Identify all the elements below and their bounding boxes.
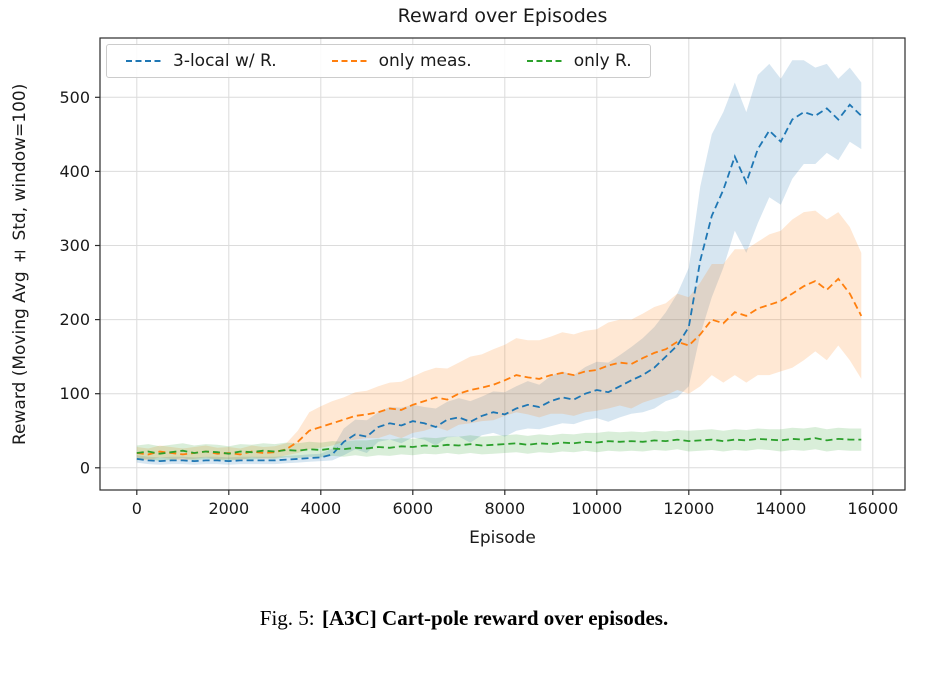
legend-label: 3-local w/ R. — [173, 51, 277, 71]
legend-entry: only R. — [526, 51, 632, 71]
svg-text:8000: 8000 — [484, 499, 525, 518]
svg-text:200: 200 — [59, 310, 90, 329]
svg-text:14000: 14000 — [755, 499, 806, 518]
legend-line-sample — [331, 60, 368, 62]
svg-text:12000: 12000 — [663, 499, 714, 518]
figure-caption: Fig. 5: [A3C] Cart-pole reward over episo… — [0, 606, 928, 631]
plot-canvas: 0 2000 4000 6000 8000 10000 12000 14000 16000 0 10… — [59, 37, 906, 518]
svg-text:300: 300 — [59, 236, 90, 255]
svg-text:0: 0 — [132, 499, 142, 518]
svg-text:400: 400 — [59, 162, 90, 181]
svg-text:4000: 4000 — [300, 499, 341, 518]
legend-label: only R. — [573, 51, 632, 71]
reward-chart: Reward over Episodes 0 2000 4000 6000 8000 10… — [10, 5, 906, 548]
y-axis-label: Reward (Moving Avg ± Std, window=100) — [10, 83, 30, 445]
svg-text:100: 100 — [59, 384, 90, 403]
legend-line-sample — [126, 60, 162, 62]
legend-label: only meas. — [378, 51, 472, 71]
svg-text:500: 500 — [59, 88, 90, 107]
caption-text: [A3C] Cart-pole reward over episodes. — [321, 606, 669, 630]
chart-title: Reward over Episodes — [397, 5, 608, 27]
svg-text:10000: 10000 — [571, 499, 622, 518]
legend-entry: only meas. — [331, 51, 472, 71]
svg-text:16000: 16000 — [847, 499, 898, 518]
svg-text:0: 0 — [80, 458, 90, 477]
legend: 3-local w/ R. only meas. only R. — [106, 44, 651, 78]
svg-text:2000: 2000 — [208, 499, 249, 518]
x-axis-label: Episode — [469, 528, 536, 548]
legend-entry: 3-local w/ R. — [125, 51, 277, 71]
svg-text:6000: 6000 — [392, 499, 433, 518]
legend-line-sample — [526, 60, 563, 62]
caption-prefix: Fig. 5: — [259, 606, 315, 630]
